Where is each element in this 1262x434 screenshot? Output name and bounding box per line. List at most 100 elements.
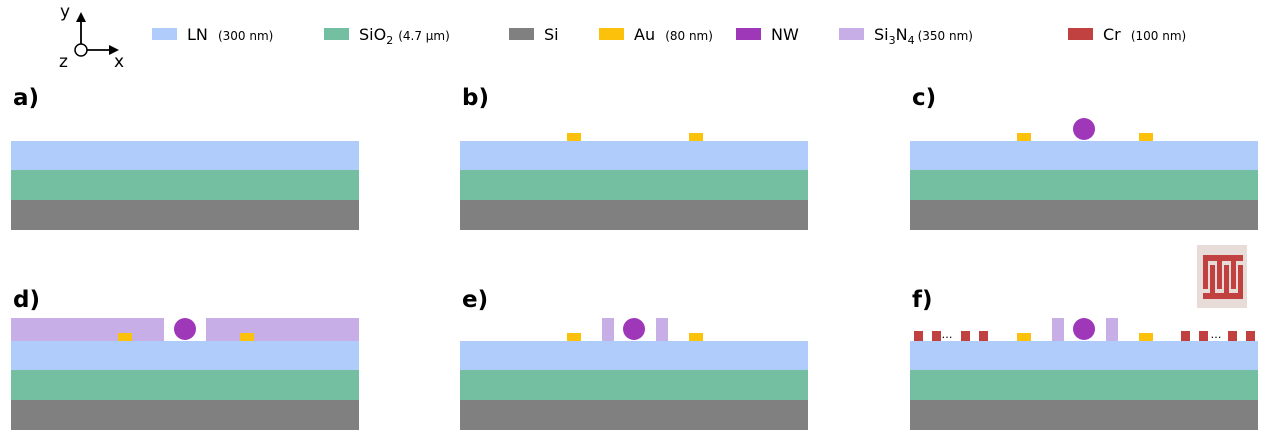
y-arrowhead: [76, 12, 86, 22]
icon-bar: [1203, 293, 1243, 299]
au-electrode-right-over: [240, 333, 254, 341]
legend-item-au: Au (80 nm): [599, 25, 713, 44]
si-layer: [11, 400, 359, 430]
panel-b: b): [460, 85, 808, 230]
icon-bar: [1224, 265, 1229, 299]
x-arrowhead: [109, 45, 119, 55]
au-electrode-left: [1017, 133, 1031, 141]
legend-note-cr: (100 nm): [1131, 29, 1186, 43]
legend-swatch-ln: [152, 28, 177, 40]
nanowire: [174, 318, 196, 340]
y-axis-label: y: [60, 2, 70, 22]
sio2-layer: [11, 170, 359, 200]
cr-comb-tooth-8: [1246, 331, 1255, 341]
svg-text:Cr (100 nm): Cr (100 nm): [1103, 25, 1186, 44]
panel-label-d: d): [13, 287, 40, 313]
legend-item-sio2: SiO2 (4.7 µm): [324, 25, 450, 47]
cr-comb-tooth-5: [1181, 331, 1190, 341]
legend-note-si3n4: (350 nm): [918, 29, 973, 43]
legend-swatch-sio2: [324, 28, 349, 40]
legend-sub-sio2: 2: [386, 34, 393, 47]
si-layer: [11, 200, 359, 230]
au-electrode-left: [1017, 333, 1031, 341]
icon-bar: [1203, 255, 1243, 261]
sio2-layer: [11, 370, 359, 400]
legend-swatch-nw: [736, 28, 761, 40]
interdigitated-electrode-icon: [1197, 245, 1247, 308]
cr-comb-tooth-4: [979, 331, 988, 341]
legend-label-si3n4-n: N: [896, 25, 908, 44]
nanowire: [1073, 118, 1095, 140]
legend-label-au: Au: [634, 25, 655, 44]
legend-swatch-si: [509, 28, 534, 40]
panel-label-f: f): [912, 287, 933, 313]
ln-layer: [11, 341, 359, 370]
nanowire: [623, 318, 645, 340]
ellipsis-left: …: [942, 328, 953, 341]
si-layer: [460, 200, 808, 230]
si-layer: [910, 200, 1258, 230]
axes-indicator: y x z: [59, 2, 124, 72]
legend-item-nw: NW: [736, 25, 799, 44]
legend-label-ln: LN: [187, 25, 208, 44]
si3n4-rib-right: [656, 318, 668, 341]
ln-layer: [460, 341, 808, 370]
legend-sub-si3n4-a: 3: [889, 34, 896, 47]
legend-label-cr: Cr: [1103, 25, 1121, 44]
legend-item-si3n4: Si3N4 (350 nm): [839, 25, 973, 47]
ellipsis-right: …: [1211, 328, 1222, 341]
au-electrode-left: [567, 133, 581, 141]
legend-swatch-cr: [1068, 28, 1093, 40]
z-axis-label: z: [59, 52, 68, 72]
legend-item-ln: LN (300 nm): [152, 25, 273, 44]
panels: a) b) c) d) e) f) … …: [11, 85, 1258, 430]
legend-label-nw: NW: [771, 25, 799, 44]
sio2-layer: [910, 370, 1258, 400]
icon-bar: [1210, 265, 1215, 299]
cr-comb-tooth-7: [1228, 331, 1237, 341]
ln-layer: [460, 141, 808, 170]
panel-a: a): [11, 85, 359, 230]
legend-note-ln: (300 nm): [218, 29, 273, 43]
cr-comb-tooth-2: [932, 331, 941, 341]
si3n4-cladding-left: [11, 318, 164, 341]
au-electrode-left-over: [118, 333, 132, 341]
au-electrode-left: [567, 333, 581, 341]
si3n4-rib-left: [1052, 318, 1064, 341]
si-layer: [910, 400, 1258, 430]
legend-item-si: Si: [509, 25, 559, 44]
panel-label-c: c): [912, 85, 936, 111]
icon-bar: [1238, 265, 1243, 299]
legend-note-sio2: (4.7 µm): [398, 29, 450, 43]
legend-sub-si3n4-b: 4: [908, 34, 915, 47]
cr-comb-tooth-3: [961, 331, 970, 341]
panel-d: d): [11, 287, 359, 430]
svg-text:SiO2(4.7 µm): SiO2 (4.7 µm): [359, 25, 450, 47]
nanowire: [1073, 318, 1095, 340]
panel-label-e: e): [462, 287, 488, 313]
cr-comb-tooth-6: [1199, 331, 1208, 341]
svg-text:Au (80 nm): Au (80 nm): [634, 25, 713, 44]
si3n4-cladding-right: [206, 318, 359, 341]
legend-label-si: Si: [544, 25, 559, 44]
ln-layer: [910, 341, 1258, 370]
panel-f: f) … …: [910, 245, 1258, 430]
icon-bar: [1217, 255, 1222, 289]
ln-layer: [910, 141, 1258, 170]
panel-label-a: a): [13, 85, 39, 111]
legend-item-cr: Cr (100 nm): [1068, 25, 1186, 44]
au-electrode-right: [1139, 133, 1153, 141]
legend-label-sio2: SiO: [359, 25, 386, 44]
sio2-layer: [910, 170, 1258, 200]
icon-bar: [1203, 255, 1208, 289]
legend: LN (300 nm) SiO2 (4.7 µm) Si Au (80 nm) N…: [152, 25, 1186, 47]
panel-e: e): [460, 287, 808, 430]
cr-comb-tooth-1: [914, 331, 923, 341]
sio2-layer: [460, 170, 808, 200]
z-axis-symbol: [74, 43, 88, 57]
panel-c: c): [910, 85, 1258, 230]
si3n4-rib-right: [1106, 318, 1118, 341]
au-electrode-right: [689, 133, 703, 141]
legend-swatch-si3n4: [839, 28, 864, 40]
